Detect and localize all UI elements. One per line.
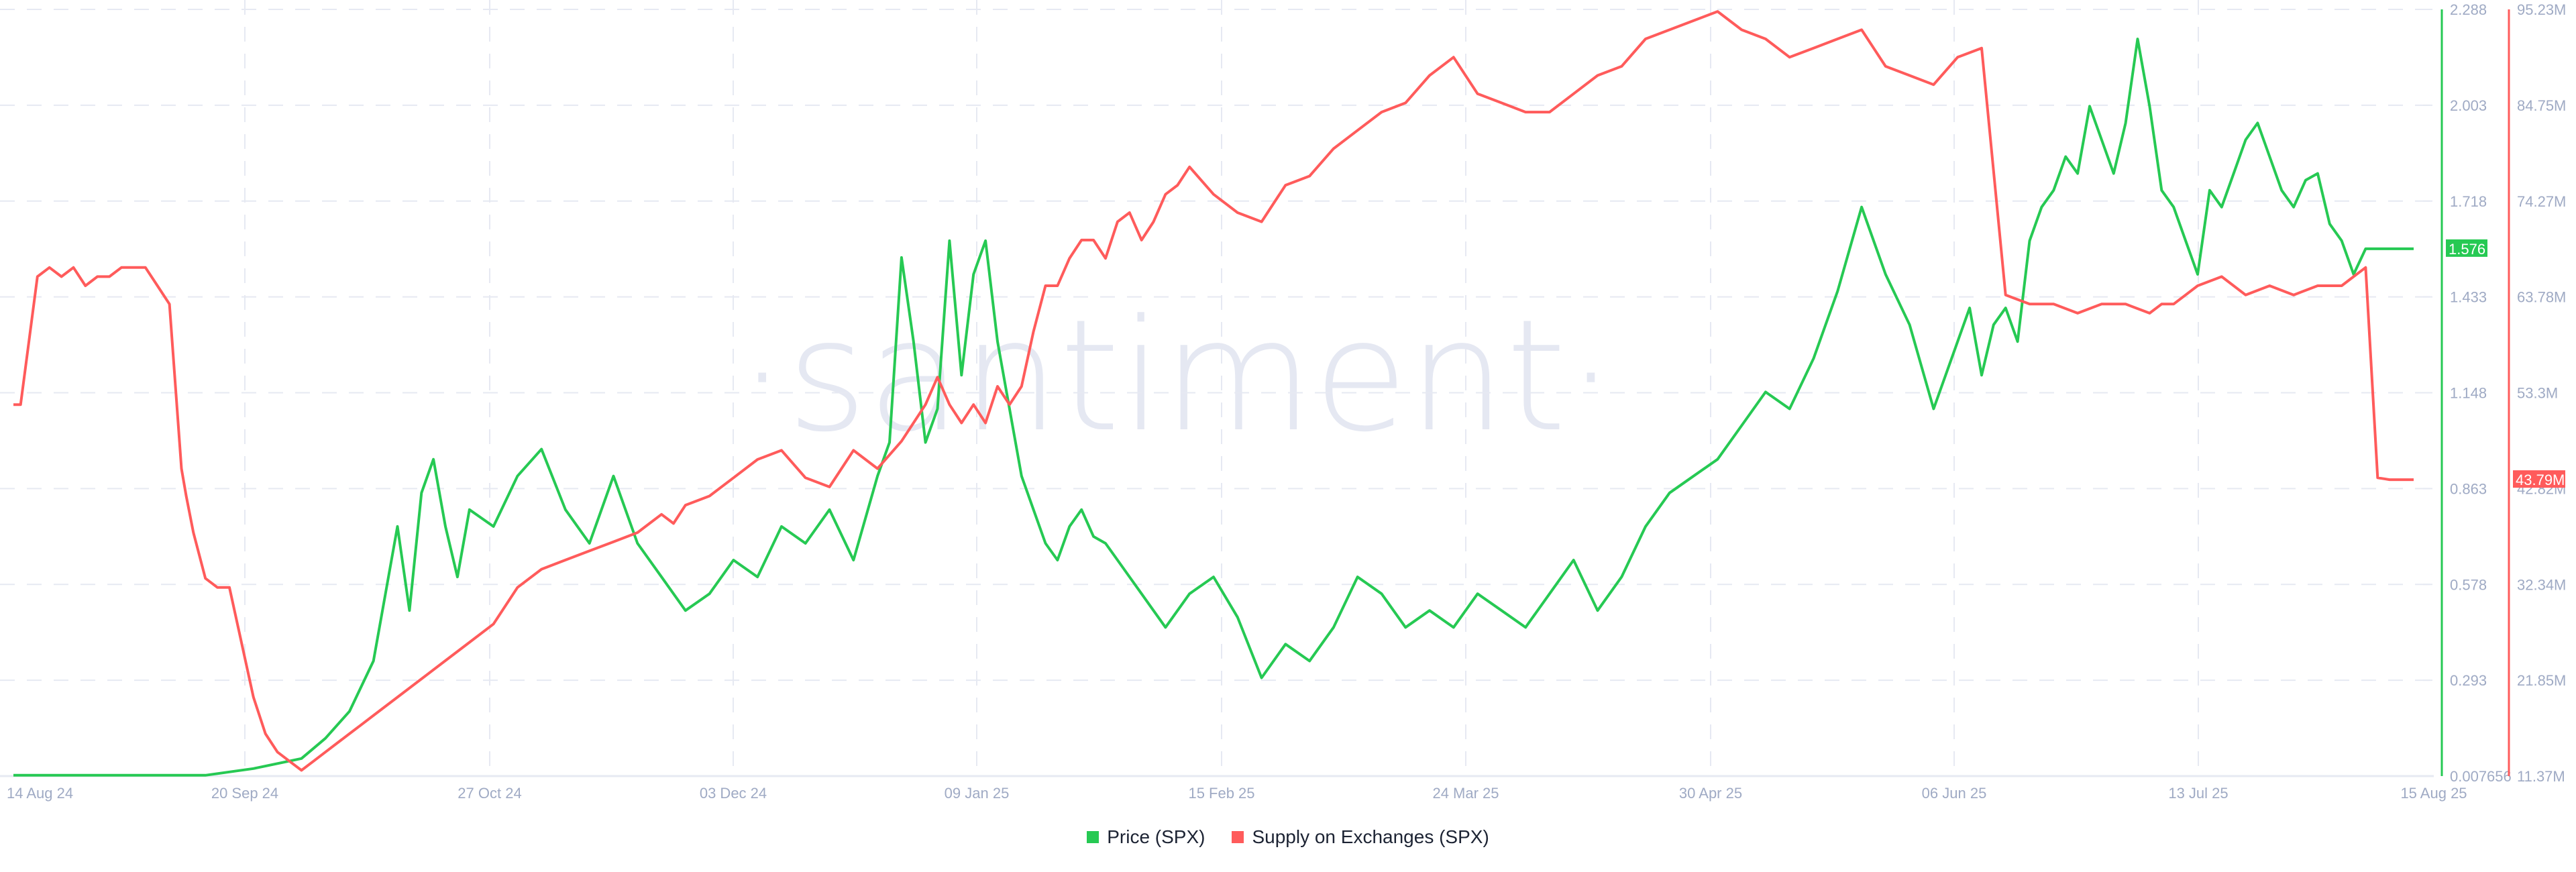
y-left-tick: 2.003 — [2450, 97, 2487, 114]
price-swatch-icon — [1087, 831, 1099, 843]
supply-last-value-badge — [2513, 470, 2565, 488]
legend-item-supply[interactable]: Supply on Exchanges (SPX) — [1232, 826, 1489, 848]
y-left-tick: 0.863 — [2450, 480, 2487, 497]
y-right-tick: 32.34M — [2517, 576, 2566, 593]
x-tick: 06 Jun 25 — [1922, 785, 1987, 802]
y-left-tick: 0.293 — [2450, 672, 2487, 689]
y-right-tick: 95.23M — [2517, 1, 2566, 18]
y-left-tick: 0.007656 — [2450, 768, 2512, 785]
x-tick: 30 Apr 25 — [1679, 785, 1742, 802]
svg-text:43.79M: 43.79M — [2516, 472, 2565, 488]
y-left-tick: 1.148 — [2450, 385, 2487, 402]
legend-item-price[interactable]: Price (SPX) — [1087, 826, 1205, 848]
y-right-tick: 84.75M — [2517, 97, 2566, 114]
x-tick: 09 Jan 25 — [945, 785, 1010, 802]
legend-label-price: Price (SPX) — [1107, 826, 1205, 847]
price-series-line[interactable] — [13, 38, 2414, 777]
svg-text:1.576: 1.576 — [2449, 241, 2485, 258]
supply-swatch-icon — [1232, 831, 1244, 843]
y-left-tick: 0.578 — [2450, 576, 2487, 593]
legend-label-supply: Supply on Exchanges (SPX) — [1252, 826, 1489, 847]
watermark-logo: ·santiment· — [738, 287, 1615, 466]
y-left-tick: 1.718 — [2450, 193, 2487, 210]
x-tick: 15 Aug 25 — [2400, 785, 2467, 802]
y-right-tick: 74.27M — [2517, 193, 2566, 210]
legend: Price (SPX) Supply on Exchanges (SPX) — [0, 826, 2576, 848]
y-right-tick: 21.85M — [2517, 672, 2566, 689]
supply-series-line[interactable] — [13, 10, 2414, 772]
x-tick: 27 Oct 24 — [458, 785, 521, 802]
y-right-tick: 53.3M — [2517, 385, 2558, 402]
x-tick: 15 Feb 25 — [1188, 785, 1254, 802]
price-last-value-badge — [2446, 239, 2487, 257]
y-left-tick: 2.288 — [2450, 1, 2487, 18]
y-right-tick: 11.37M — [2517, 768, 2565, 785]
x-tick: 24 Mar 25 — [1432, 785, 1499, 802]
y-left-tick: 1.433 — [2450, 289, 2487, 306]
y-right-tick: 63.78M — [2517, 289, 2566, 306]
x-tick: 14 Aug 24 — [7, 785, 73, 802]
x-tick: 03 Dec 24 — [700, 785, 767, 802]
x-tick: 13 Jul 25 — [2168, 785, 2228, 802]
x-tick: 20 Sep 24 — [211, 785, 278, 802]
